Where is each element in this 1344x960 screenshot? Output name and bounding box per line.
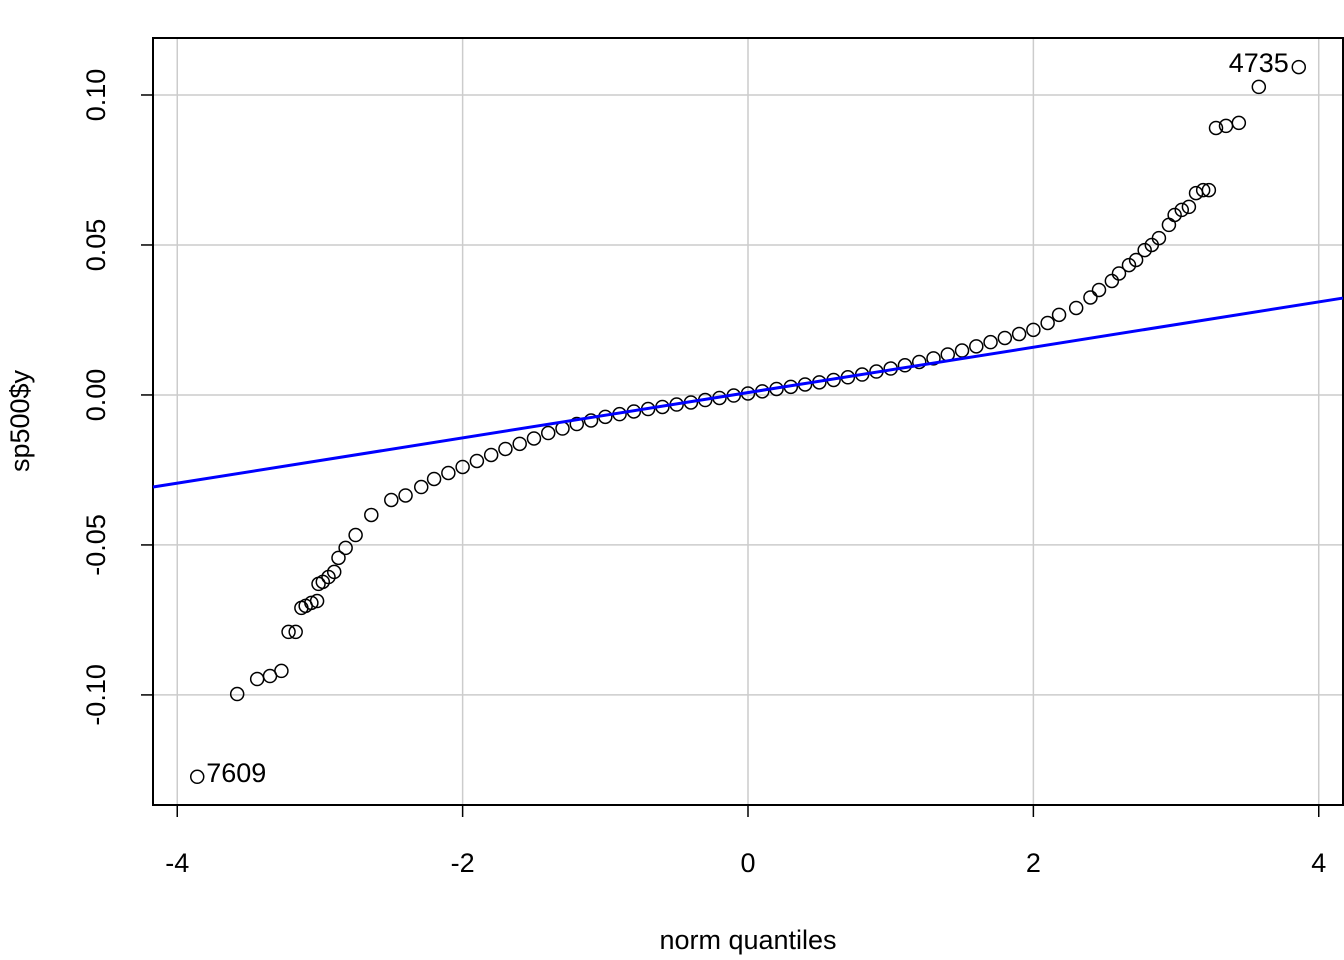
point bbox=[1104, 273, 1120, 289]
point bbox=[983, 334, 998, 350]
point bbox=[483, 447, 499, 463]
point bbox=[309, 593, 325, 609]
reference-line bbox=[152, 296, 1344, 489]
point bbox=[526, 431, 542, 446]
point bbox=[926, 351, 941, 366]
point bbox=[583, 413, 599, 428]
point bbox=[1040, 315, 1055, 331]
point bbox=[1201, 182, 1217, 198]
point bbox=[469, 453, 485, 469]
point bbox=[398, 488, 413, 503]
point bbox=[911, 354, 927, 370]
point bbox=[1161, 217, 1177, 233]
annotation: 7609 bbox=[206, 758, 266, 788]
point bbox=[1231, 115, 1247, 131]
point bbox=[1251, 79, 1267, 95]
point bbox=[1291, 59, 1307, 75]
point bbox=[384, 492, 399, 508]
point bbox=[1128, 252, 1144, 268]
y-tick-label: -0.05 bbox=[81, 514, 111, 576]
point bbox=[1011, 326, 1027, 342]
point bbox=[348, 527, 363, 543]
annotation: 4735 bbox=[1229, 48, 1289, 78]
y-axis-label: sp500$y bbox=[5, 369, 35, 472]
point bbox=[1068, 300, 1084, 316]
point bbox=[1181, 199, 1197, 215]
point bbox=[1137, 242, 1152, 258]
x-tick-label: 2 bbox=[1026, 848, 1041, 878]
point bbox=[1083, 290, 1098, 305]
point bbox=[1167, 207, 1182, 223]
point bbox=[1188, 185, 1204, 201]
point bbox=[364, 507, 379, 523]
point bbox=[997, 330, 1013, 346]
x-tick-label: 0 bbox=[740, 848, 755, 878]
plot-frame bbox=[152, 37, 1344, 806]
point bbox=[321, 569, 336, 585]
point bbox=[1151, 230, 1167, 246]
y-tick-label: -0.10 bbox=[81, 664, 111, 726]
point bbox=[281, 624, 296, 640]
point bbox=[1121, 257, 1137, 273]
point bbox=[326, 564, 342, 580]
point bbox=[1026, 322, 1041, 338]
point bbox=[331, 550, 346, 566]
point bbox=[304, 595, 319, 611]
point bbox=[498, 441, 513, 457]
y-tick-label: 0.10 bbox=[81, 69, 111, 122]
point bbox=[1208, 120, 1224, 136]
x-axis-label: norm quantiles bbox=[659, 925, 836, 955]
x-tick-label: -2 bbox=[451, 848, 475, 878]
point bbox=[315, 574, 331, 590]
point bbox=[455, 459, 470, 475]
point bbox=[288, 624, 303, 640]
point bbox=[274, 663, 289, 679]
y-tick-label: 0.05 bbox=[81, 219, 111, 272]
y-tick-label: 0.00 bbox=[81, 369, 111, 422]
point bbox=[1111, 266, 1127, 281]
point bbox=[189, 769, 205, 785]
point bbox=[569, 416, 585, 432]
point bbox=[1195, 182, 1211, 198]
x-tick-label: 4 bbox=[1311, 848, 1326, 878]
point bbox=[249, 671, 265, 687]
point bbox=[1051, 307, 1067, 323]
point bbox=[229, 686, 245, 702]
point bbox=[512, 436, 527, 452]
point bbox=[1174, 202, 1190, 218]
x-tick-label: -4 bbox=[165, 848, 189, 878]
point bbox=[441, 465, 456, 481]
point bbox=[413, 479, 429, 495]
point bbox=[969, 339, 984, 354]
point bbox=[1091, 282, 1107, 298]
point bbox=[954, 343, 970, 358]
point bbox=[426, 471, 442, 487]
point bbox=[540, 425, 556, 441]
point bbox=[338, 540, 353, 556]
